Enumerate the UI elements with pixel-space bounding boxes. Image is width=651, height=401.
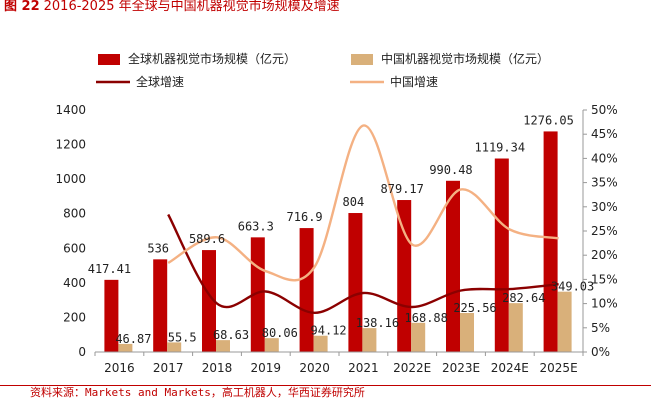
china-bar	[264, 338, 279, 352]
legend-china-size-swatch	[351, 54, 373, 65]
global-bar-label: 1276.05	[523, 113, 574, 127]
global-bar-label: 536	[147, 241, 169, 255]
china-bar-label: 55.5	[168, 330, 197, 344]
y-right-tick-label: 50%	[591, 103, 618, 117]
lines	[167, 124, 559, 315]
x-tick-label: 2020	[299, 361, 330, 375]
y-right-tick-label: 5%	[591, 321, 610, 335]
global-bar	[397, 200, 412, 352]
global-growth-line	[167, 213, 559, 315]
x-tick-label: 2017	[153, 361, 184, 375]
global-bar-label: 1119.34	[475, 141, 526, 155]
china-bar	[557, 291, 572, 352]
china-bar	[362, 328, 377, 352]
global-bar	[202, 250, 216, 352]
y-right-tick-label: 10%	[591, 297, 618, 311]
y-left-tick-label: 1000	[55, 172, 86, 186]
china-bar	[313, 335, 328, 352]
x-tick-label: 2018	[202, 361, 233, 375]
y-right-tick-label: 25%	[591, 224, 618, 238]
y-left-tick-label: 200	[63, 310, 86, 324]
china-bar	[460, 313, 474, 352]
x-tick-label: 2022E	[393, 361, 431, 375]
x-tick-label: 2019	[251, 361, 282, 375]
source-divider	[0, 385, 651, 386]
chart: 全球机器视觉市场规模（亿元） 中国机器视觉市场规模（亿元） 全球增速 中国增速 0 20…	[55, 51, 618, 375]
china-growth-line	[167, 124, 559, 282]
china-bar-label: 282.64	[502, 291, 545, 305]
legend-global-size-swatch	[98, 54, 120, 65]
global-bar	[153, 259, 168, 352]
china-bar	[216, 340, 230, 352]
y-left-tick-label: 0	[78, 345, 86, 359]
y-right-tick-label: 20%	[591, 248, 618, 262]
x-tick-label: 2021	[348, 361, 379, 375]
y-left-tick-label: 1400	[55, 103, 86, 117]
global-bar	[348, 213, 363, 352]
figure-title-text: 2016-2025 年全球与中国机器视觉市场规模及增速	[43, 0, 340, 14]
global-bar-label: 879.17	[381, 182, 424, 196]
y-left-tick-label: 800	[63, 207, 86, 221]
y-left-tick-label: 1200	[55, 138, 86, 152]
bars	[104, 131, 572, 352]
china-bar-label: 46.87	[115, 332, 151, 346]
legend-global-size-label: 全球机器视觉市场规模（亿元）	[128, 51, 296, 66]
china-bar-label: 80.06	[262, 326, 298, 340]
china-bar-label: 138.16	[356, 316, 399, 330]
source-note: 资料来源：Markets and Markets，高工机器人，华西证券研究所	[30, 386, 365, 399]
global-bar-label: 663.3	[238, 219, 274, 233]
global-bar	[543, 131, 558, 352]
y-axis-left: 0 200 400 600 800 1000 1200 1400	[55, 103, 86, 359]
global-bar-label: 804	[343, 195, 365, 209]
china-bar-label: 168.88	[405, 311, 448, 325]
y-left-tick-label: 600	[63, 241, 86, 255]
data-labels: 417.41536589.6663.3716.9804879.17990.481…	[88, 113, 595, 345]
global-bar-label: 417.41	[88, 262, 131, 276]
y-left-tick-label: 400	[63, 276, 86, 290]
x-tick-label: 2024E	[491, 361, 529, 375]
china-bar-label: 225.56	[453, 301, 496, 315]
figure-title: 图 22 2016-2025 年全球与中国机器视觉市场规模及增速	[4, 0, 647, 14]
figure-number: 图 22	[4, 0, 40, 14]
global-bar	[494, 158, 509, 352]
china-bar-label: 349.03	[551, 280, 594, 294]
global-bar	[299, 228, 314, 352]
y-right-tick-label: 15%	[591, 272, 618, 286]
y-right-tick-label: 0%	[591, 345, 610, 359]
global-bar	[104, 279, 119, 352]
y-right-tick-label: 45%	[591, 127, 618, 141]
china-bar	[411, 322, 426, 352]
x-tick-label: 2025E	[540, 361, 578, 375]
y-axis-right: 0% 5% 10% 15% 20% 25% 30% 35% 40% 45% 50%	[582, 103, 618, 359]
x-tick-label: 2016	[104, 361, 135, 375]
legend-global-growth-label: 全球增速	[136, 74, 184, 89]
global-bar-label: 716.9	[287, 210, 323, 224]
y-right-tick-label: 40%	[591, 151, 618, 165]
china-bar-label: 94.12	[311, 324, 347, 338]
global-bar	[250, 237, 265, 352]
global-bar-label: 589.6	[189, 232, 225, 246]
x-tick-label: 2023E	[442, 361, 480, 375]
china-bar	[118, 343, 133, 352]
y-right-tick-label: 35%	[591, 176, 618, 190]
china-bar-label: 68.63	[213, 328, 249, 342]
global-bar-label: 990.48	[429, 163, 472, 177]
y-right-tick-label: 30%	[591, 200, 618, 214]
global-bar	[446, 180, 460, 352]
x-axis: 2016 2017 2018 2019 2020 2021 2022E 2023E 2024E 2…	[94, 351, 584, 375]
china-bar	[167, 342, 182, 352]
legend: 全球机器视觉市场规模（亿元） 中国机器视觉市场规模（亿元） 全球增速 中国增速	[96, 51, 549, 89]
legend-china-size-label: 中国机器视觉市场规模（亿元）	[381, 51, 549, 66]
legend-china-growth-label: 中国增速	[390, 74, 438, 89]
china-bar	[508, 303, 523, 352]
